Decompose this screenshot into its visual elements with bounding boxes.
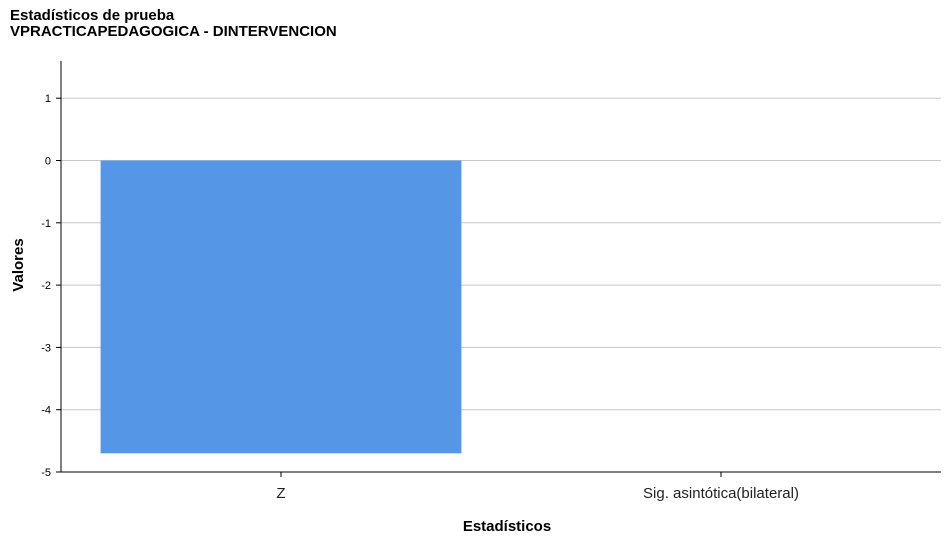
x-tick-label: Z bbox=[276, 485, 285, 502]
bars bbox=[100, 160, 462, 454]
x-tick-label: Sig. asintótica(bilateral) bbox=[643, 485, 799, 502]
y-tick-label: -5 bbox=[41, 467, 51, 479]
y-tick-label: -4 bbox=[41, 405, 51, 417]
y-tick-label: -1 bbox=[41, 218, 51, 230]
x-axis-title: Estadísticos bbox=[463, 518, 551, 535]
chart-subtitle: VPRACTICAPEDAGOGICA - DINTERVENCION bbox=[10, 23, 337, 40]
bar-1 bbox=[100, 160, 462, 454]
y-tick-label: -2 bbox=[41, 280, 51, 292]
axes bbox=[56, 60, 941, 477]
y-tick-label: 1 bbox=[45, 93, 51, 105]
chart-title: Estadísticos de prueba bbox=[10, 7, 175, 24]
chart-titles: Estadísticos de prueba VPRACTICAPEDAGOGI… bbox=[10, 8, 337, 40]
axis-labels: 1 0 -1 -2 -3 -4 -5 Z Sig. asintótica(bilateral) bbox=[41, 93, 799, 502]
y-axis-title: Valores bbox=[10, 238, 27, 291]
y-tick-label: -3 bbox=[41, 342, 51, 354]
y-tick-label: 0 bbox=[45, 156, 51, 168]
